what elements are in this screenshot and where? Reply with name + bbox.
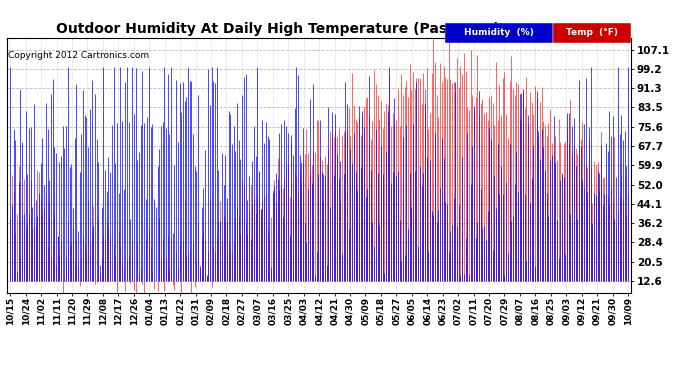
Bar [553,22,631,43]
Bar [445,22,553,43]
Text: Humidity  (%): Humidity (%) [464,28,534,38]
Title: Outdoor Humidity At Daily High Temperature (Past Year) 20121015: Outdoor Humidity At Daily High Temperatu… [56,22,582,36]
Text: Temp  (°F): Temp (°F) [566,28,618,38]
Text: Copyright 2012 Cartronics.com: Copyright 2012 Cartronics.com [8,51,150,60]
